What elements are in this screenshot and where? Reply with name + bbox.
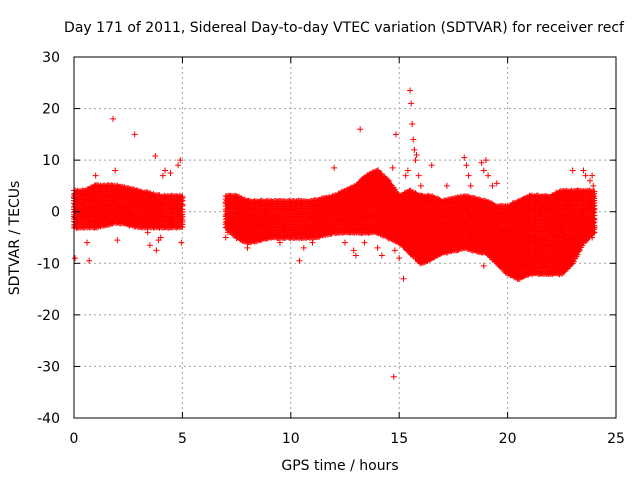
chart-figure: 0510152025-40-30-20-100102030 Day 171 of… [0,0,640,480]
chart-canvas: 0510152025-40-30-20-100102030 Day 171 of… [0,0,640,480]
